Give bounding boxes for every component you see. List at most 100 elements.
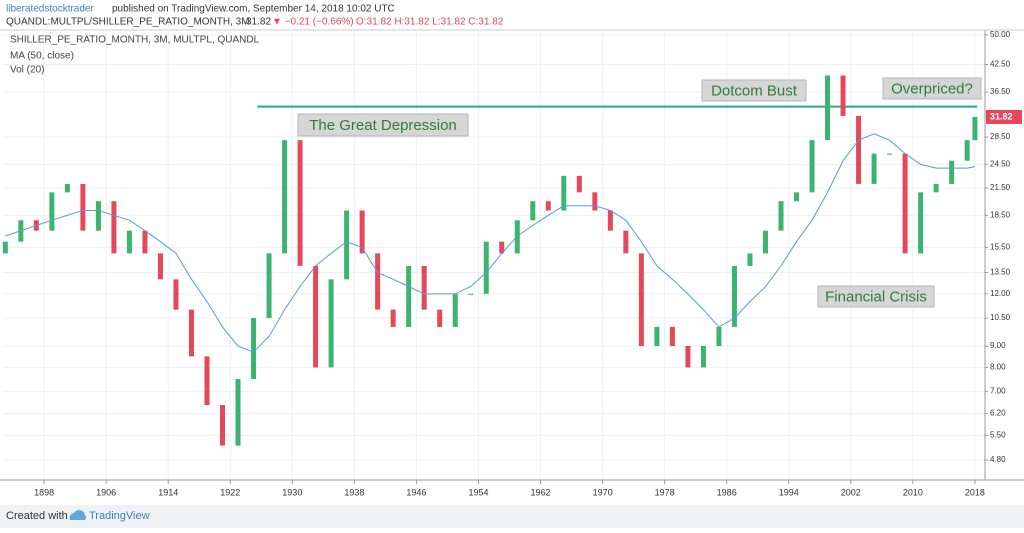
x-tick-label: 2002 — [841, 487, 861, 497]
candle-body — [545, 201, 551, 211]
published: published on TradingView.com, September … — [112, 4, 395, 15]
candle-body — [157, 253, 163, 280]
annotation: Dotcom Bust — [711, 82, 798, 99]
y-tick-label: 5.50 — [990, 430, 1006, 439]
symbol: QUANDL:MULTPL/SHILLER_PE_RATIO_MONTH, 3M — [6, 17, 250, 28]
candle-body — [592, 192, 598, 211]
candle-body — [794, 192, 800, 202]
candle-body — [64, 183, 70, 193]
candle-body — [887, 153, 893, 155]
publisher[interactable]: liberatedstocktrader — [6, 4, 94, 15]
candle-body — [359, 210, 365, 254]
y-tick-label: 6.20 — [990, 409, 1006, 418]
candle-body — [468, 293, 474, 295]
y-tick-label: 4.80 — [990, 455, 1006, 464]
annotation-box — [817, 285, 935, 308]
candle-body — [731, 265, 737, 327]
x-tick-label: 1986 — [717, 487, 737, 497]
x-tick-label: 2018 — [965, 487, 985, 497]
y-tick-label: 12.00 — [990, 289, 1011, 298]
price-tag — [986, 109, 1022, 124]
candle-body — [173, 279, 179, 310]
x-tick-label: 1970 — [593, 487, 613, 497]
candle-body — [49, 192, 55, 231]
footer-bar — [0, 505, 1024, 528]
y-tick-label: 50.00 — [990, 30, 1011, 39]
candle-body — [949, 160, 955, 184]
y-tick-label: 36.50 — [990, 87, 1011, 96]
annotation: The Great Depression — [309, 117, 457, 134]
y-tick-label: 42.50 — [990, 60, 1011, 69]
candle-body — [421, 265, 427, 310]
y-tick-label: 13.50 — [990, 268, 1011, 277]
candle-body — [499, 241, 505, 254]
plot: 1898 1906 1914 1922 1930 1938 1946 1954 1962 1970… — [0, 30, 1024, 497]
candle-body — [825, 75, 831, 141]
candle-body — [251, 318, 257, 380]
x-tick-label: 1938 — [344, 487, 364, 497]
x-tick-label: 1922 — [220, 487, 240, 497]
annotation: Overpriced? — [891, 80, 973, 97]
y-tick-label: 21.50 — [990, 183, 1011, 192]
ohlc: O:31.82 H:31.82 L:31.82 C:31.82 — [356, 17, 504, 28]
candle-body — [95, 201, 101, 231]
y-tick-label: 18.50 — [990, 210, 1011, 219]
candle-body — [142, 230, 148, 254]
price-tag-label: 31.82 — [990, 111, 1013, 121]
x-tick-label: 1962 — [531, 487, 551, 497]
candle-body — [918, 192, 924, 254]
y-tick-label: 9.00 — [990, 341, 1006, 350]
candle-body — [685, 346, 691, 368]
x-tick-label: 1946 — [406, 487, 426, 497]
annotation-box — [297, 113, 469, 137]
candle-body — [840, 75, 846, 116]
x-tick-label: 1978 — [655, 487, 675, 497]
candle-body — [747, 253, 753, 266]
candle-body — [220, 405, 226, 446]
y-tick-label: 8.00 — [990, 363, 1006, 372]
x-tick-label: 1906 — [96, 487, 116, 497]
candle-body — [282, 140, 288, 254]
candle-body — [972, 116, 978, 141]
x-tick-label: 1994 — [779, 487, 799, 497]
footer-brand[interactable]: TradingView — [89, 510, 150, 522]
candle-body — [126, 230, 132, 254]
candle-body — [638, 253, 644, 347]
candle-body — [902, 153, 908, 254]
candle-body — [204, 356, 210, 406]
y-tick-label: 28.50 — [990, 132, 1011, 141]
candle-body — [561, 175, 567, 211]
candle-body — [623, 230, 629, 254]
candle-body — [654, 326, 660, 347]
candle-body — [809, 140, 815, 193]
footer-created: Created with — [6, 510, 68, 522]
candle-body — [607, 210, 613, 231]
x-tick-label: 1914 — [158, 487, 178, 497]
candle-body — [700, 346, 706, 368]
candle-body — [762, 230, 768, 254]
candle-body — [778, 201, 784, 231]
moving-average — [5, 133, 975, 353]
candle-body — [111, 201, 117, 254]
header-bar — [0, 0, 1024, 30]
candle-body — [375, 253, 381, 310]
brand-logo — [69, 510, 86, 520]
candle-body — [313, 265, 319, 368]
candle-body — [576, 175, 582, 193]
candle-body — [716, 326, 722, 347]
candle-body — [530, 201, 536, 221]
x-tick-label: 1954 — [468, 487, 488, 497]
candle-body — [235, 379, 241, 446]
y-tick-label: 24.50 — [990, 160, 1011, 169]
change: ▼ −0.21 (−0.66%) — [272, 17, 354, 28]
candle-body — [669, 326, 675, 347]
candle-body — [188, 309, 194, 357]
candle-body — [964, 140, 970, 161]
x-tick-label: 1898 — [34, 487, 54, 497]
legend-entry: SHILLER_PE_RATIO_MONTH, 3M, MULTPL, QUAN… — [10, 35, 260, 46]
candle-body — [437, 309, 443, 327]
candle-body — [328, 279, 334, 368]
candle-body — [483, 241, 489, 294]
legend-entry: MA (50, close) — [10, 51, 74, 62]
